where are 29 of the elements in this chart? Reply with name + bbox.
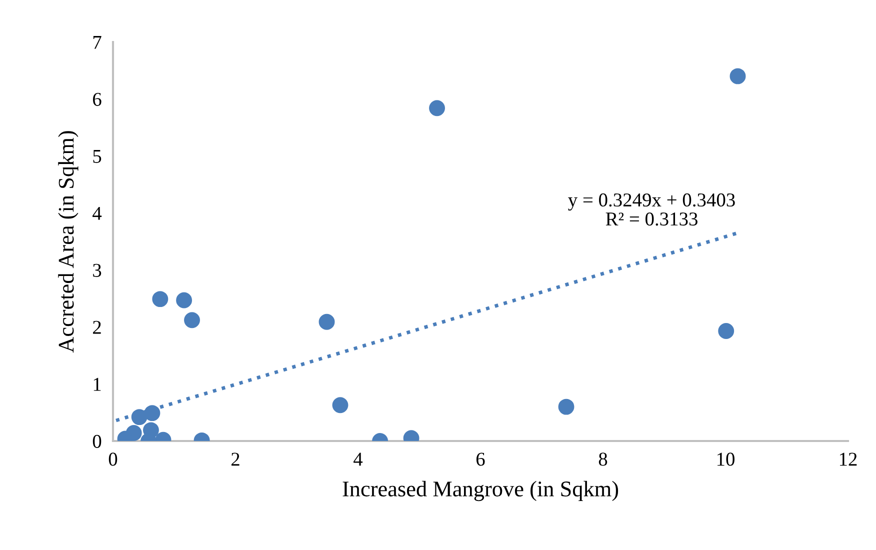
x-tick-label: 0 bbox=[108, 452, 118, 466]
x-tick-label: 2 bbox=[231, 452, 240, 466]
point bbox=[718, 323, 734, 339]
point bbox=[131, 409, 148, 426]
point bbox=[184, 312, 200, 328]
x-tick-label: 4 bbox=[354, 452, 363, 466]
point bbox=[144, 405, 160, 422]
point bbox=[730, 68, 746, 84]
point bbox=[558, 398, 574, 415]
x-axis-title: Increased Mangrove (in Sqkm) bbox=[342, 480, 618, 502]
x-tick-label: 10 bbox=[717, 452, 734, 466]
y-tick-label: 0 bbox=[92, 434, 102, 448]
annotation: y = 0.3249x + 0.3403 R² = 0.3133 bbox=[568, 193, 735, 226]
y-tick-label: 2 bbox=[93, 320, 101, 334]
y-axis-title: Accreted Area (in Sqkm) bbox=[58, 131, 78, 353]
y-tick-label: 7 bbox=[93, 36, 102, 49]
y-tick-label: 5 bbox=[93, 150, 102, 163]
y-tick-label: 3 bbox=[93, 264, 102, 277]
y-tick-label: 6 bbox=[93, 92, 102, 106]
point bbox=[152, 291, 168, 308]
point bbox=[332, 397, 348, 414]
y-tick-label: 1 bbox=[94, 378, 101, 391]
y-tick-label: 4 bbox=[92, 206, 102, 220]
point bbox=[318, 314, 335, 330]
x-tick-label: 8 bbox=[598, 452, 608, 466]
point bbox=[429, 100, 445, 116]
x-tick-label: 12 bbox=[840, 452, 857, 466]
point bbox=[176, 292, 192, 308]
x-tick-label: 6 bbox=[476, 452, 485, 466]
